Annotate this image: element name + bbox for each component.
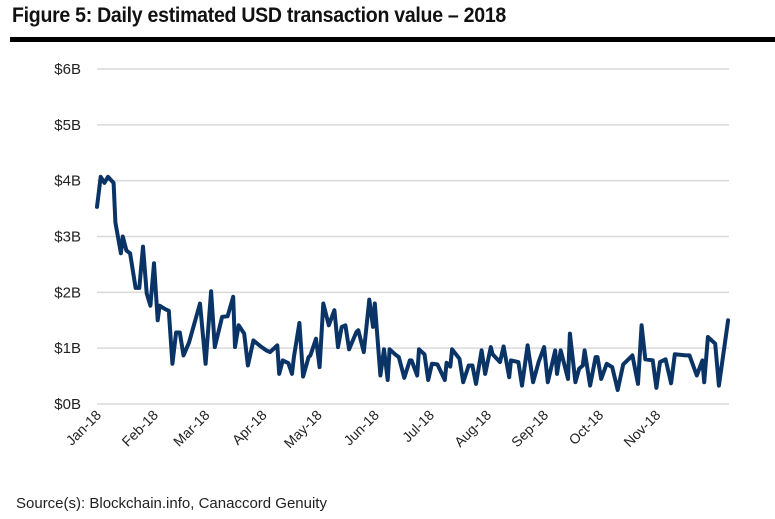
y-tick-label: $0B [54, 396, 81, 413]
figure-title: Figure 5: Daily estimated USD transactio… [12, 4, 507, 27]
x-tick-label: Apr-18 [229, 407, 270, 448]
x-tick-label: Jul-18 [399, 407, 437, 445]
x-tick-label: Aug-18 [451, 407, 494, 450]
title-rule [10, 37, 775, 42]
x-tick-label: May-18 [281, 407, 325, 451]
y-tick-label: $5B [54, 117, 81, 134]
x-tick-label: Sep-18 [508, 407, 551, 450]
x-tick-label: Oct-18 [565, 407, 606, 448]
y-tick-label: $1B [54, 340, 81, 357]
series-line [95, 174, 731, 392]
y-tick-label: $3B [54, 229, 81, 246]
y-tick-label: $4B [54, 173, 81, 190]
y-axis-labels: $0B $1B $2B $3B $4B $5B $6B [54, 61, 81, 413]
y-tick-label: $6B [54, 61, 81, 78]
source-note: Source(s): Blockchain.info, Canaccord Ge… [16, 495, 327, 512]
x-tick-label: Nov-18 [620, 407, 663, 450]
y-tick-label: $2B [54, 284, 81, 301]
x-axis-labels: Jan-18 Feb-18 Mar-18 Apr-18 May-18 Jun-18 Jul-… [63, 407, 664, 451]
gridlines [97, 68, 729, 405]
x-tick-label: Feb-18 [118, 407, 161, 450]
x-tick-label: Jun-18 [340, 407, 382, 449]
data-points [96, 176, 729, 391]
x-tick-label: Mar-18 [170, 407, 213, 450]
